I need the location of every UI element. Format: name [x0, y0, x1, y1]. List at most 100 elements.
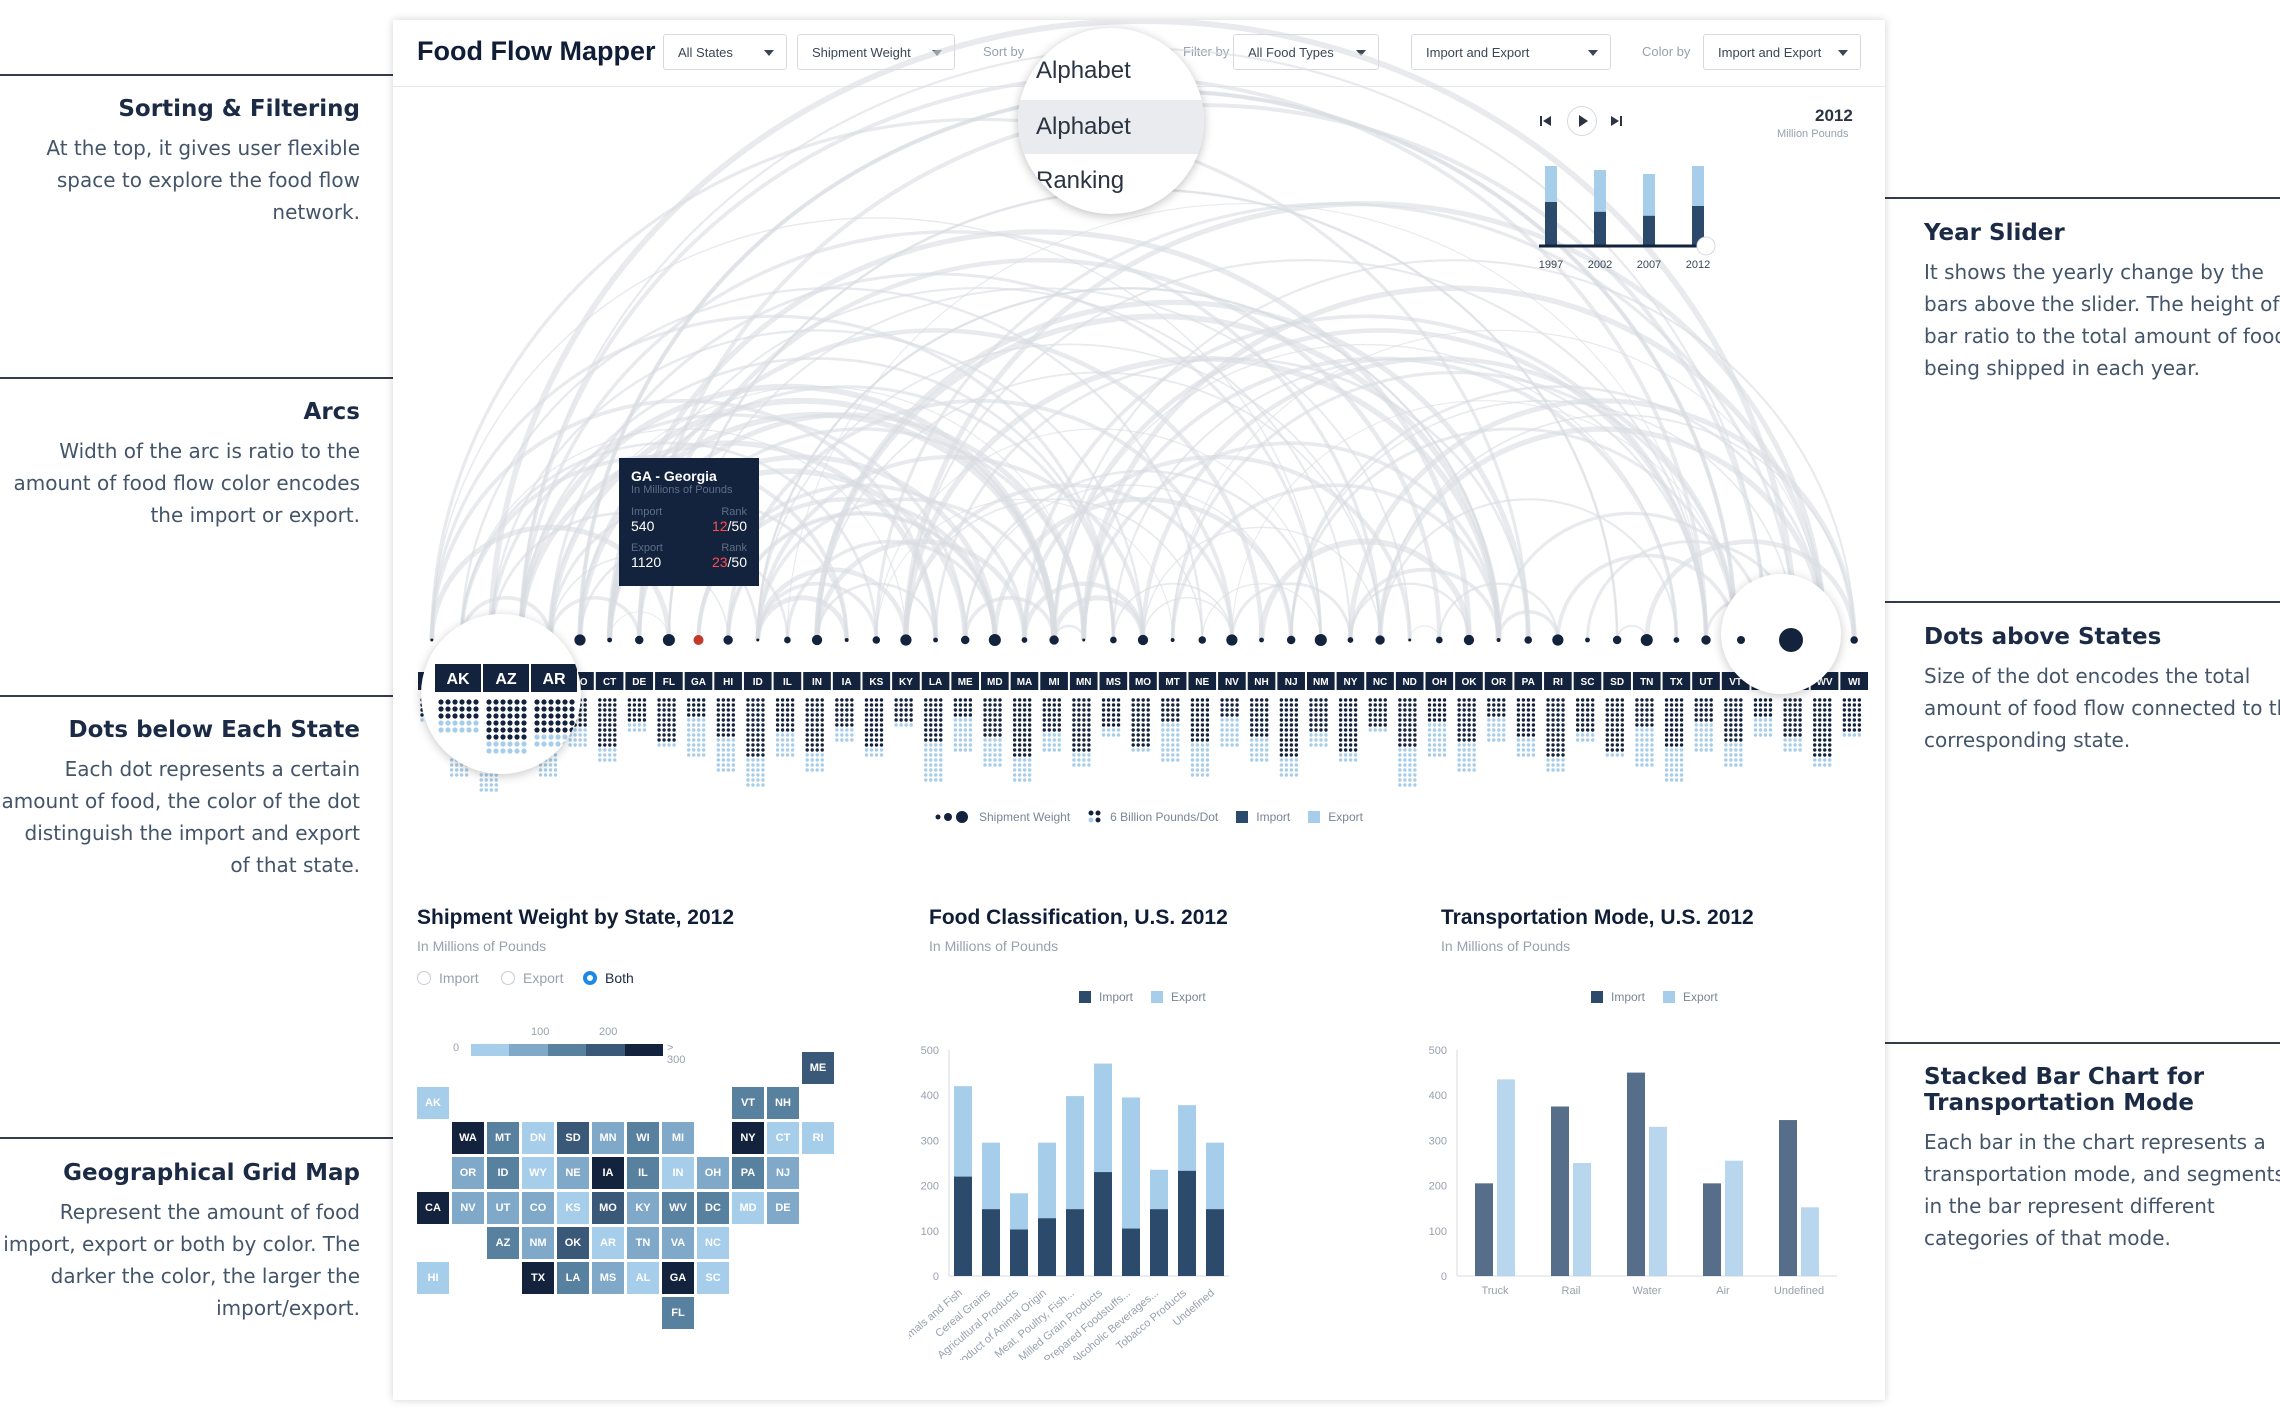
import-dot: [1798, 698, 1802, 702]
state-tile-mo[interactable]: MO: [592, 1192, 624, 1224]
state-tile-vt[interactable]: VT: [732, 1087, 764, 1119]
skip-back-icon[interactable]: [1539, 114, 1553, 128]
state-tile-fl[interactable]: FL: [662, 1297, 694, 1329]
state-tile-ar[interactable]: AR: [592, 1227, 624, 1259]
import-dot: [1279, 753, 1284, 757]
import-dot: [726, 703, 731, 707]
state-tile-in[interactable]: IN: [662, 1157, 694, 1189]
state-tile-ia[interactable]: IA: [592, 1157, 624, 1189]
state-tile-al[interactable]: AL: [627, 1262, 659, 1294]
skip-forward-icon[interactable]: [1609, 114, 1623, 128]
state-tile-mn[interactable]: MN: [592, 1122, 624, 1154]
state-tile-ms[interactable]: MS: [592, 1262, 624, 1294]
state-tile-ct[interactable]: CT: [767, 1122, 799, 1154]
state-tile-dn[interactable]: DN: [522, 1122, 554, 1154]
state-tile-ca[interactable]: CA: [417, 1192, 449, 1224]
state-tile-az[interactable]: AZ: [487, 1227, 519, 1259]
state-tile-wy[interactable]: WY: [522, 1157, 554, 1189]
state-tile-la[interactable]: LA: [557, 1262, 589, 1294]
state-tile-ut[interactable]: UT: [487, 1192, 519, 1224]
sort-option-current[interactable]: Alphabet: [1036, 57, 1131, 84]
export-dot: [1818, 758, 1822, 762]
import-dot: [899, 713, 903, 717]
sort-option-ranking[interactable]: Ranking: [1036, 167, 1125, 194]
state-tile-ny[interactable]: NY: [732, 1122, 764, 1154]
state-tile-wa[interactable]: WA: [452, 1122, 484, 1154]
state-tile-nm[interactable]: NM: [522, 1227, 554, 1259]
export-dot: [1635, 738, 1639, 742]
state-tile-ak[interactable]: AK: [417, 1087, 449, 1119]
import-dot: [1279, 723, 1284, 727]
play-button[interactable]: [1567, 106, 1597, 136]
state-tile-va[interactable]: VA: [662, 1227, 694, 1259]
export-dot: [1166, 723, 1170, 727]
import-dot: [637, 718, 642, 722]
import-dot: [894, 703, 898, 707]
state-tile-il[interactable]: IL: [627, 1157, 659, 1189]
export-dot: [1190, 763, 1195, 767]
state-tile-nh[interactable]: NH: [767, 1087, 799, 1119]
flow-arc: [1053, 343, 1678, 641]
state-tile-id[interactable]: ID: [487, 1157, 519, 1189]
state-tile-tn[interactable]: TN: [627, 1227, 659, 1259]
export-dot: [1551, 768, 1555, 772]
state-tile-oh[interactable]: OH: [697, 1157, 729, 1189]
state-tile-wi[interactable]: WI: [627, 1122, 659, 1154]
sort-dropdown-menu[interactable]: Alphabet Alphabet Ranking: [1018, 28, 1204, 214]
annotation-text: At the top, it gives user flexible space…: [46, 136, 360, 224]
radio-export[interactable]: Export: [501, 970, 563, 986]
magnified-dot: [500, 748, 506, 754]
magnified-dot: [459, 699, 465, 705]
export-dot: [716, 763, 721, 767]
state-tile-nv[interactable]: NV: [452, 1192, 484, 1224]
radio-import[interactable]: Import: [417, 970, 479, 986]
state-tile-md[interactable]: MD: [732, 1192, 764, 1224]
export-dot: [573, 728, 577, 732]
state-tile-me[interactable]: ME: [802, 1052, 834, 1084]
state-tile-ga[interactable]: GA: [662, 1262, 694, 1294]
state-tile-sc[interactable]: SC: [697, 1262, 729, 1294]
import-dot: [1077, 698, 1081, 702]
state-tile-pa[interactable]: PA: [732, 1157, 764, 1189]
import-dot: [1343, 743, 1348, 747]
export-dot: [1492, 738, 1496, 742]
state-tile-dc[interactable]: DC: [697, 1192, 729, 1224]
import-dot: [1679, 743, 1684, 747]
import-dot: [1664, 733, 1669, 737]
state-tile-sd[interactable]: SD: [557, 1122, 589, 1154]
import-dot: [1823, 738, 1827, 742]
state-tile-ky[interactable]: KY: [627, 1192, 659, 1224]
state-tile-mi[interactable]: MI: [662, 1122, 694, 1154]
export-dot: [489, 773, 493, 777]
state-tile-ri[interactable]: RI: [802, 1122, 834, 1154]
export-dot: [1487, 733, 1491, 737]
export-dot: [716, 748, 721, 752]
flow-dropdown[interactable]: Import and Export: [1411, 34, 1611, 70]
radio-both[interactable]: Both: [583, 970, 634, 986]
state-tile-hi[interactable]: HI: [417, 1262, 449, 1294]
state-tile-ks[interactable]: KS: [557, 1192, 589, 1224]
color-dropdown[interactable]: Import and Export: [1703, 34, 1861, 70]
states-dropdown[interactable]: All States: [663, 34, 787, 70]
import-dot: [1694, 708, 1698, 712]
export-dot: [1492, 728, 1496, 732]
state-tile-or[interactable]: OR: [452, 1157, 484, 1189]
year-slider[interactable]: 2012 Million Pounds 1997 2002 2007 2012: [1253, 106, 1873, 286]
state-tile-de[interactable]: DE: [767, 1192, 799, 1224]
import-dot: [1758, 713, 1763, 717]
import-dot: [1200, 713, 1205, 717]
state-tile-co[interactable]: CO: [522, 1192, 554, 1224]
state-tile-mt[interactable]: MT: [487, 1122, 519, 1154]
state-tile-wv[interactable]: WV: [662, 1192, 694, 1224]
sort-option-alphabet[interactable]: Alphabet: [1018, 100, 1204, 154]
import-dot: [1101, 713, 1106, 717]
state-tile-nc[interactable]: NC: [697, 1227, 729, 1259]
import-dot: [746, 738, 750, 742]
state-tile-ok[interactable]: OK: [557, 1227, 589, 1259]
import-dot: [1195, 738, 1200, 742]
state-tile-nj[interactable]: NJ: [767, 1157, 799, 1189]
import-dot: [1279, 728, 1284, 732]
measure-dropdown[interactable]: Shipment Weight: [797, 34, 955, 70]
state-tile-tx[interactable]: TX: [522, 1262, 554, 1294]
state-tile-ne[interactable]: NE: [557, 1157, 589, 1189]
